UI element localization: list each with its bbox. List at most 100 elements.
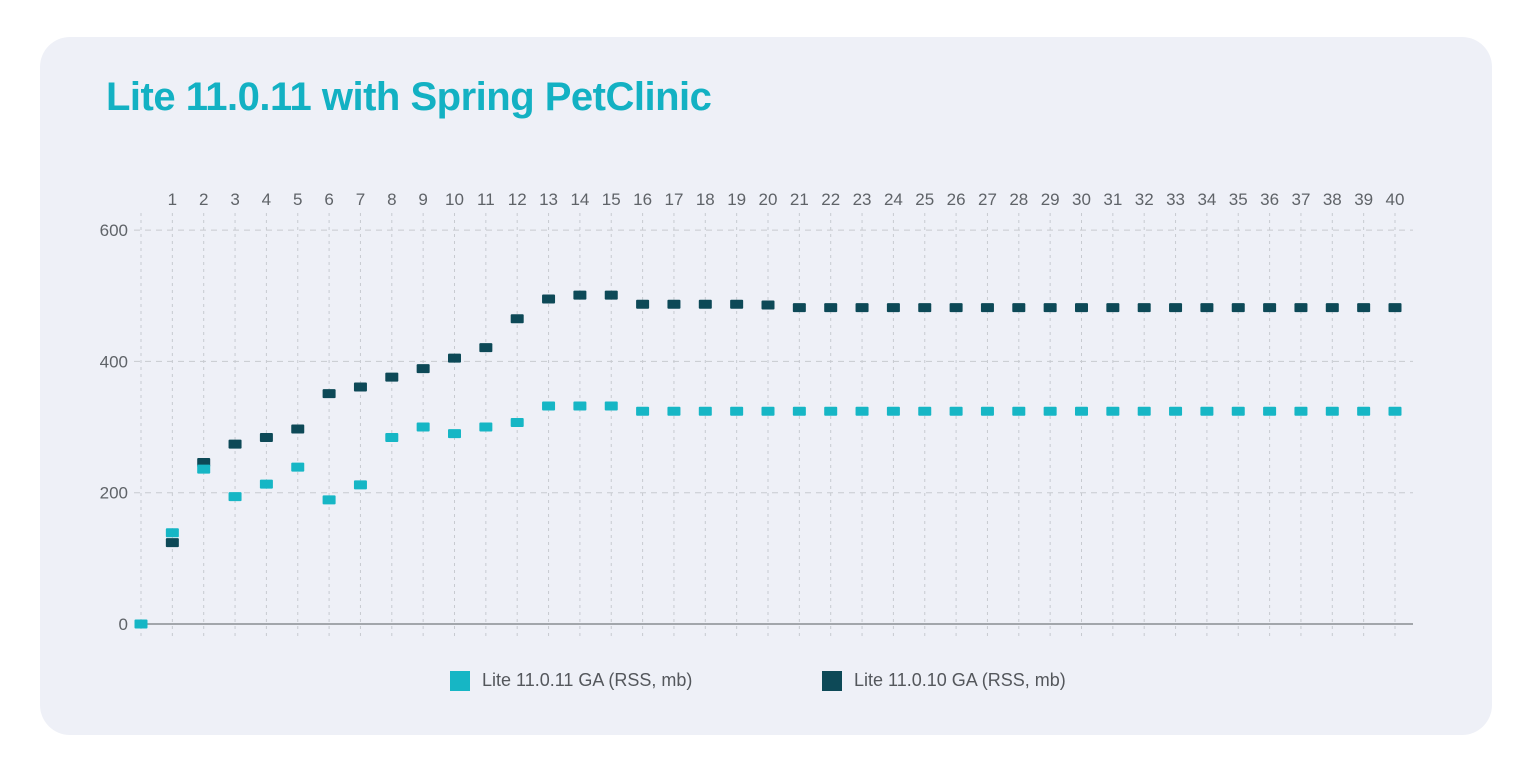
x-tick-label: 14 — [570, 190, 589, 209]
data-point — [667, 406, 681, 416]
data-point — [1325, 406, 1339, 416]
x-axis-labels: 1 2 3 4 5 6 7 8 9 10 11 12 13 14 15 16 17 18 19 20 21 22 23 24 2… — [168, 190, 1405, 209]
data-point — [730, 406, 744, 416]
data-point — [573, 401, 587, 411]
data-point — [259, 479, 273, 489]
data-point — [1043, 303, 1057, 313]
data-point — [667, 299, 681, 309]
data-point — [291, 462, 305, 472]
x-tick-label: 3 — [230, 190, 239, 209]
data-point — [1106, 303, 1120, 313]
data-point — [573, 290, 587, 300]
x-tick-label: 20 — [759, 190, 778, 209]
data-point — [1169, 303, 1183, 313]
data-point — [1231, 406, 1245, 416]
x-tick-label: 32 — [1135, 190, 1154, 209]
series-lite-11-0-11-ga-rss-mb- — [134, 401, 1402, 629]
data-point — [1325, 303, 1339, 313]
x-tick-label: 17 — [664, 190, 683, 209]
legend-label-lite-11-0-11: Lite 11.0.11 GA (RSS, mb) — [482, 670, 693, 690]
data-point — [197, 464, 211, 474]
x-tick-label: 23 — [853, 190, 872, 209]
data-point — [165, 538, 179, 548]
x-tick-label: 13 — [539, 190, 558, 209]
data-point — [1043, 406, 1057, 416]
data-point — [1231, 303, 1245, 313]
data-point — [1075, 303, 1088, 313]
x-tick-label: 7 — [356, 190, 365, 209]
x-tick-label: 29 — [1041, 190, 1060, 209]
data-point — [1106, 406, 1120, 416]
data-point — [761, 406, 775, 416]
data-point — [542, 294, 556, 304]
x-tick-label: 21 — [790, 190, 809, 209]
data-point — [1137, 303, 1151, 313]
data-point — [542, 401, 556, 411]
data-point — [353, 382, 367, 392]
x-tick-label: 2 — [199, 190, 208, 209]
data-point — [385, 433, 399, 443]
legend-item-lite-11-0-11[interactable]: Lite 11.0.11 GA (RSS, mb) — [450, 670, 692, 691]
data-point — [228, 492, 242, 502]
horizontal-gridlines — [134, 229, 1413, 625]
x-tick-label: 11 — [477, 190, 495, 209]
data-point — [134, 619, 148, 629]
x-tick-label: 4 — [262, 190, 271, 209]
x-tick-label: 38 — [1323, 190, 1342, 209]
x-tick-label: 35 — [1229, 190, 1248, 209]
legend-label-lite-11-0-10: Lite 11.0.10 GA (RSS, mb) — [854, 670, 1066, 690]
legend-swatch-lite-11-0-10-icon — [822, 670, 842, 691]
data-point — [1200, 303, 1214, 313]
data-point — [886, 406, 900, 416]
data-point — [980, 406, 994, 416]
data-point — [322, 389, 336, 399]
y-axis-labels: 0 200 400 600 — [100, 221, 128, 634]
data-point — [1263, 406, 1277, 416]
x-tick-label: 12 — [508, 190, 527, 209]
chart-card: Lite 11.0.11 with Spring PetClinic 0 200 4… — [40, 37, 1492, 735]
data-point — [604, 290, 618, 300]
x-tick-label: 18 — [696, 190, 715, 209]
data-point — [730, 299, 744, 309]
data-point — [792, 406, 806, 416]
data-point — [228, 439, 242, 449]
data-point — [636, 299, 650, 309]
x-tick-label: 6 — [324, 190, 333, 209]
data-point — [698, 299, 712, 309]
x-tick-label: 1 — [168, 190, 177, 209]
data-point — [1169, 406, 1183, 416]
series-lite-11-0-10-ga-rss-mb- — [165, 290, 1402, 548]
data-point — [636, 406, 650, 416]
x-tick-label: 10 — [445, 190, 464, 209]
data-point — [1200, 406, 1214, 416]
data-point — [479, 422, 493, 432]
vertical-gridlines — [140, 213, 1396, 640]
data-point — [824, 303, 838, 313]
data-point — [1012, 406, 1026, 416]
data-point — [259, 433, 273, 443]
data-point — [1137, 406, 1151, 416]
legend-item-lite-11-0-10[interactable]: Lite 11.0.10 GA (RSS, mb) — [822, 670, 1066, 691]
data-point — [855, 406, 869, 416]
chart-title: Lite 11.0.11 with Spring PetClinic — [106, 75, 712, 119]
x-tick-label: 33 — [1166, 190, 1185, 209]
data-point — [1012, 303, 1026, 313]
data-point — [1263, 303, 1277, 313]
data-point — [448, 429, 461, 439]
x-tick-label: 15 — [602, 190, 621, 209]
data-point — [416, 364, 430, 374]
x-tick-label: 28 — [1009, 190, 1028, 209]
data-point — [1294, 303, 1308, 313]
data-point — [165, 528, 179, 538]
data-point — [510, 417, 524, 427]
x-tick-label: 19 — [727, 190, 746, 209]
x-tick-label: 40 — [1386, 190, 1405, 209]
data-point — [949, 406, 963, 416]
data-point — [918, 406, 932, 416]
data-point — [949, 303, 963, 313]
data-point — [416, 422, 430, 432]
x-tick-label: 25 — [915, 190, 934, 209]
x-tick-label: 34 — [1197, 190, 1216, 209]
y-tick-label: 400 — [100, 352, 128, 371]
data-point — [698, 406, 712, 416]
